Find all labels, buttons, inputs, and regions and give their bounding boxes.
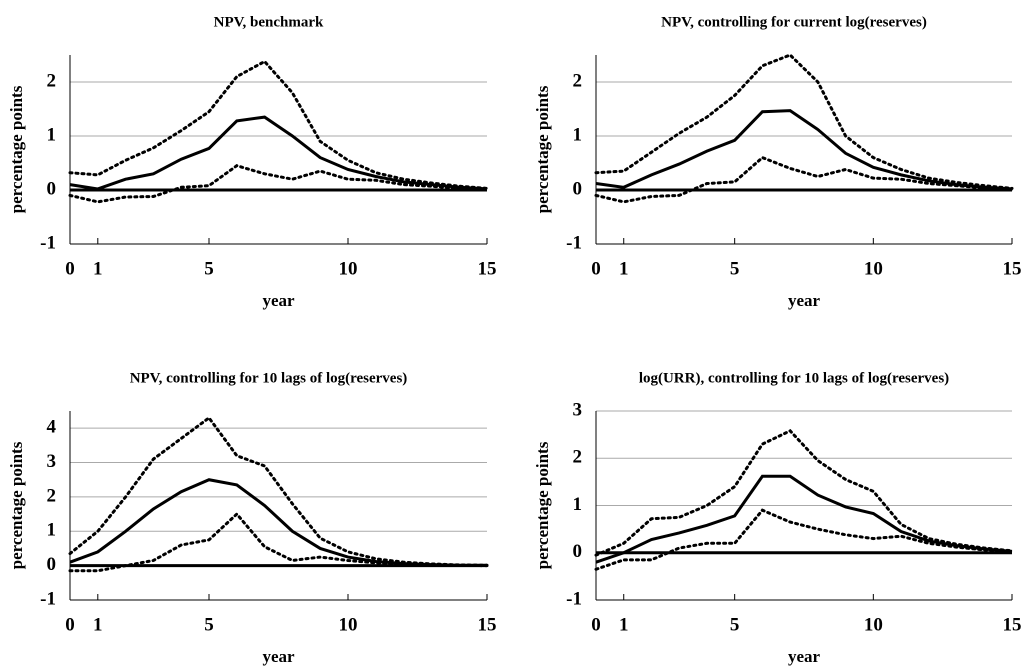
y-tick-label: -1 xyxy=(40,588,56,609)
y-axis-label: percentage points xyxy=(7,85,26,213)
series-line xyxy=(69,115,488,191)
series-line xyxy=(594,429,1014,557)
series-line xyxy=(68,59,489,190)
x-tick-label: 1 xyxy=(93,258,103,279)
x-tick-label: 5 xyxy=(204,614,214,635)
y-tick-label: 2 xyxy=(47,70,57,91)
y-tick-label: 2 xyxy=(47,485,57,506)
y-tick-label: -1 xyxy=(566,588,582,609)
x-tick-label: 10 xyxy=(864,614,883,635)
y-tick-label: 1 xyxy=(47,520,57,541)
x-tick-label: 5 xyxy=(204,258,214,279)
series-line xyxy=(594,53,1014,190)
x-tick-label: 10 xyxy=(864,258,883,279)
x-tick-label: 15 xyxy=(478,614,497,635)
y-tick-label: 4 xyxy=(47,417,57,438)
x-tick-label: 1 xyxy=(619,614,629,635)
chart-title: log(URR), controlling for 10 lags of log… xyxy=(639,370,949,386)
x-tick-label: 0 xyxy=(591,614,601,635)
series-line xyxy=(68,511,489,573)
chart-title: NPV, controlling for 10 lags of log(rese… xyxy=(130,370,408,386)
x-tick-label: 0 xyxy=(65,258,75,279)
y-axis-label: percentage points xyxy=(7,441,26,569)
x-tick-label: 0 xyxy=(65,614,75,635)
chart-title: NPV, controlling for current log(reserve… xyxy=(661,14,927,30)
y-tick-label: 3 xyxy=(573,399,583,420)
y-tick-label: 0 xyxy=(573,178,583,199)
x-axis-label: year xyxy=(788,647,821,666)
x-tick-label: 10 xyxy=(339,614,358,635)
x-axis-label: year xyxy=(262,291,295,310)
y-tick-label: 1 xyxy=(573,494,583,515)
x-tick-label: 15 xyxy=(1003,614,1022,635)
x-tick-label: 15 xyxy=(478,258,497,279)
series-line xyxy=(69,478,487,567)
y-tick-label: 0 xyxy=(47,554,57,575)
y-tick-label: -1 xyxy=(40,232,56,253)
y-axis-label: percentage points xyxy=(533,441,552,569)
y-axis-label: percentage points xyxy=(533,85,552,213)
y-tick-label: 2 xyxy=(573,447,583,468)
x-tick-label: 10 xyxy=(339,258,358,279)
x-tick-label: 5 xyxy=(730,258,740,279)
x-tick-label: 15 xyxy=(1003,258,1022,279)
x-tick-label: 5 xyxy=(730,614,740,635)
series-line xyxy=(594,155,1014,204)
chart-title: NPV, benchmark xyxy=(214,14,324,30)
y-tick-label: 0 xyxy=(47,178,57,199)
x-tick-label: 1 xyxy=(93,614,103,635)
y-tick-label: 3 xyxy=(47,451,57,472)
y-tick-label: 1 xyxy=(573,124,583,145)
y-tick-label: -1 xyxy=(566,232,582,253)
y-tick-label: 0 xyxy=(573,541,583,562)
series-line xyxy=(595,474,1013,564)
x-tick-label: 1 xyxy=(619,258,629,279)
series-line xyxy=(68,164,489,204)
series-line xyxy=(594,508,1014,571)
x-axis-label: year xyxy=(262,647,295,666)
series-line xyxy=(595,109,1013,191)
y-tick-label: 2 xyxy=(573,70,583,91)
y-tick-label: 1 xyxy=(47,124,57,145)
x-tick-label: 0 xyxy=(591,258,601,279)
x-axis-label: year xyxy=(788,291,821,310)
series-line xyxy=(68,415,489,567)
